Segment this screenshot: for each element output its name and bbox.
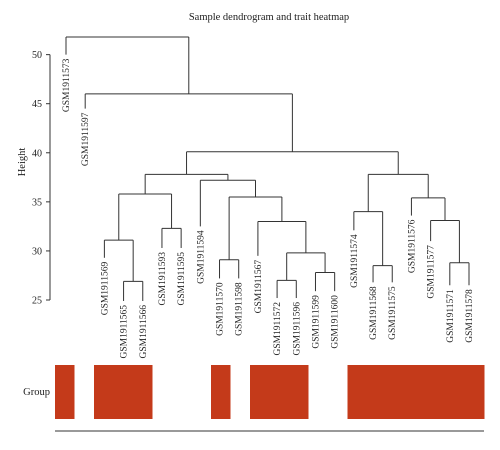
heatmap-cell: [367, 365, 387, 419]
leaf-label: GSM1911577: [427, 245, 437, 299]
leaf-label: GSM1911572: [273, 302, 283, 356]
heatmap-cell: [425, 365, 446, 419]
y-tick-label: 30: [32, 246, 42, 257]
leaf-label: GSM1911573: [62, 58, 72, 112]
leaf-label: GSM1911594: [196, 230, 206, 284]
chart-title: Sample dendrogram and trait heatmap: [189, 12, 349, 23]
leaf-label: GSM1911571: [446, 289, 456, 343]
heatmap-cell: [230, 365, 251, 419]
heatmap-cell: [133, 365, 153, 419]
heatmap-cell: [464, 365, 485, 419]
y-tick-label: 25: [32, 296, 42, 307]
leaf-label: GSM1911596: [292, 302, 302, 356]
y-tick-label: 35: [32, 197, 42, 208]
leaf-label: GSM1911569: [100, 262, 110, 316]
leaf-label: GSM1911570: [216, 282, 226, 336]
leaf-label: GSM1911566: [139, 305, 149, 359]
heatmap-cell: [74, 365, 95, 419]
heatmap-cell: [328, 365, 348, 419]
leaf-label: GSM1911593: [158, 252, 168, 306]
leaf-label: GSM1911600: [331, 295, 341, 349]
leaf-label: GSM1911575: [388, 286, 398, 340]
leaf-labels: GSM1911573 GSM1911597 GSM1911569 GSM1911565…: [62, 58, 475, 358]
y-axis: 25 30 35 40 45 50: [32, 50, 51, 307]
trait-heatmap: [55, 365, 485, 419]
dendrogram: [65, 36, 470, 301]
heatmap-cell: [113, 365, 134, 419]
heatmap-cell: [250, 365, 270, 419]
heatmap-cell: [386, 365, 407, 419]
leaf-label: GSM1911578: [465, 289, 475, 343]
leaf-label: GSM1911568: [369, 286, 379, 340]
leaf-label: GSM1911595: [177, 252, 187, 306]
leaf-label: GSM1911574: [350, 234, 360, 288]
heatmap-cell: [152, 365, 173, 419]
heatmap-cell: [191, 365, 212, 419]
heatmap-cell: [406, 365, 426, 419]
y-tick-label: 40: [32, 148, 42, 159]
heatmap-cell: [445, 365, 465, 419]
heatmap-cell: [269, 365, 290, 419]
heatmap-cell: [172, 365, 192, 419]
leaf-label: GSM1911576: [407, 219, 417, 273]
leaf-label: GSM1911567: [254, 260, 264, 314]
y-tick-label: 50: [32, 50, 42, 61]
heatmap-cell: [211, 365, 231, 419]
leaf-label: GSM1911599: [311, 295, 321, 349]
leaf-label: GSM1911565: [120, 305, 130, 359]
leaf-label: GSM1911598: [235, 282, 245, 336]
heatmap-cell: [347, 365, 368, 419]
heatmap-cell: [94, 365, 114, 419]
y-tick-label: 45: [32, 99, 42, 110]
heatmap-cell: [289, 365, 309, 419]
heatmap-cell: [55, 365, 75, 419]
leaf-label: GSM1911597: [81, 112, 91, 166]
y-axis-label: Height: [17, 148, 28, 177]
heatmap-row-label: Group: [23, 387, 50, 398]
heatmap-cell: [308, 365, 329, 419]
